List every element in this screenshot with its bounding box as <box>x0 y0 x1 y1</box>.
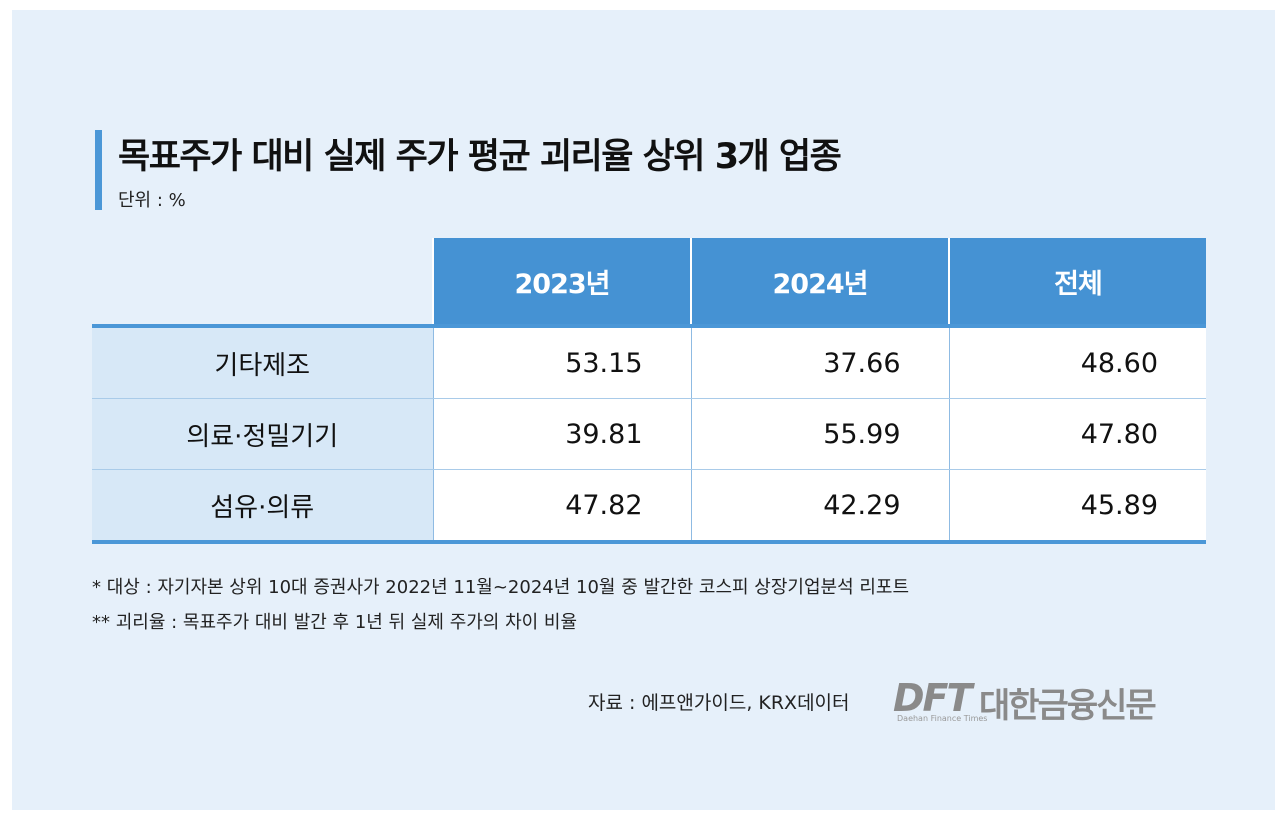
table-header-row: 2023년 2024년 전체 <box>92 238 1206 328</box>
chart-title: 목표주가 대비 실제 주가 평균 괴리율 상위 3개 업종 <box>118 137 842 177</box>
table-cell: 47.82 <box>432 469 691 544</box>
logo-mark: DFT <box>893 676 972 720</box>
column-header-2024: 2024년 <box>690 238 949 328</box>
data-table: 2023년 2024년 전체 기타제조 53.15 37.66 48.60 의료… <box>92 238 1206 544</box>
header-corner-cell <box>92 238 433 328</box>
column-header-2023: 2023년 <box>432 238 691 328</box>
row-label: 의료·정밀기기 <box>92 398 434 470</box>
source-credit: 자료 : 에프앤가이드, KRX데이터 <box>588 692 850 714</box>
table-cell: 39.81 <box>432 398 691 470</box>
row-label: 기타제조 <box>92 326 434 399</box>
row-label: 섬유·의류 <box>92 469 434 544</box>
footnote-target: * 대상 : 자기자본 상위 10대 증권사가 2022년 11월~2024년 … <box>92 577 910 598</box>
unit-label: 단위 : % <box>118 190 186 211</box>
column-header-total: 전체 <box>948 238 1206 328</box>
table-cell: 55.99 <box>690 398 949 470</box>
table-row: 기타제조 53.15 37.66 48.60 <box>92 326 1206 399</box>
footnote-definition: ** 괴리율 : 목표주가 대비 발간 후 1년 뒤 실제 주가의 차이 비율 <box>92 612 578 633</box>
table-cell: 37.66 <box>690 326 949 399</box>
logo-name: 대한금융신문 <box>979 686 1157 726</box>
logo-subtitle: Daehan Finance Times <box>897 714 988 723</box>
table-row: 섬유·의류 47.82 42.29 45.89 <box>92 469 1206 544</box>
title-accent-bar <box>95 130 102 210</box>
table-cell: 53.15 <box>432 326 691 399</box>
table-cell: 42.29 <box>690 469 949 544</box>
table-cell: 47.80 <box>948 398 1206 470</box>
publisher-logo: DFT 대한금융신문 Daehan Finance Times <box>893 676 1203 726</box>
table-row: 의료·정밀기기 39.81 55.99 47.80 <box>92 398 1206 470</box>
table-cell: 48.60 <box>948 326 1206 399</box>
table-cell: 45.89 <box>948 469 1206 544</box>
